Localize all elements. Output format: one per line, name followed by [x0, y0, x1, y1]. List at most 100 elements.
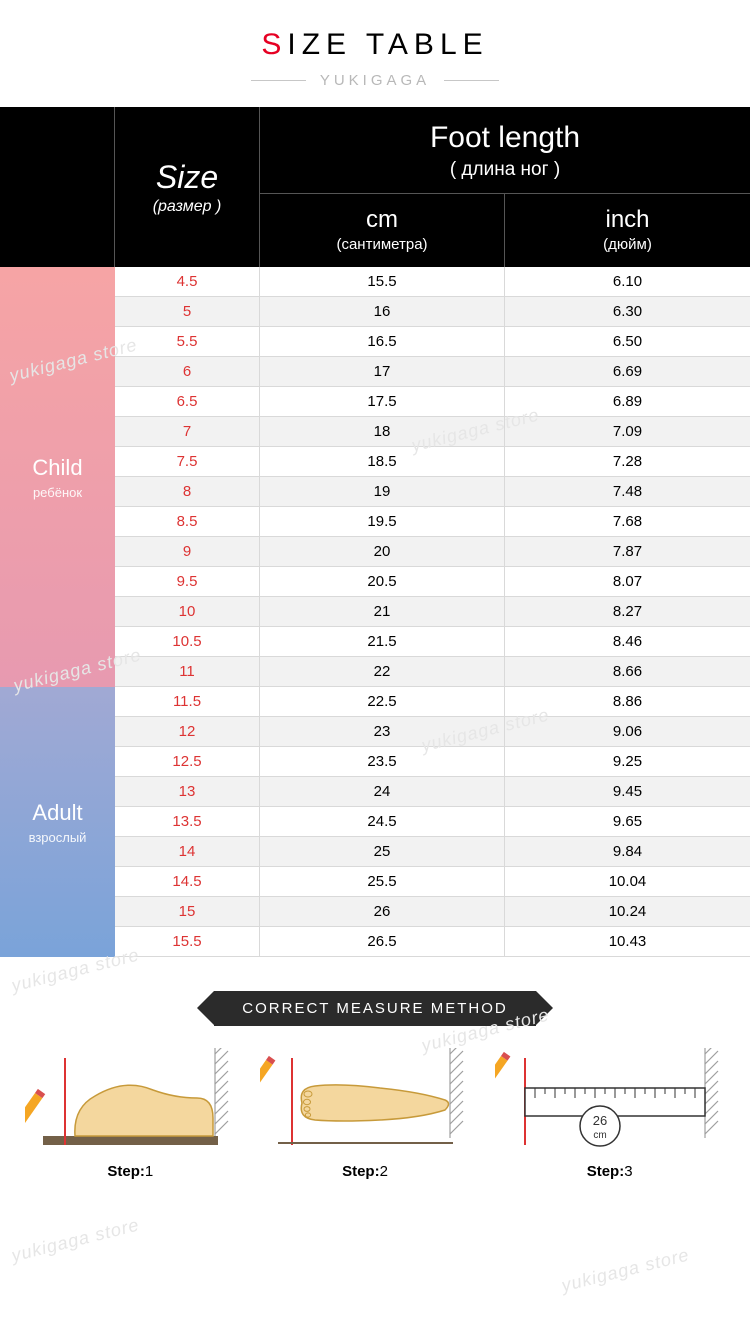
- header-inch: inch (дюйм): [505, 194, 750, 267]
- cell-size: 13.5: [115, 807, 260, 836]
- table-row: 10218.27: [115, 597, 750, 627]
- category-adult-ru: взрослый: [29, 830, 87, 845]
- cell-size: 8.5: [115, 507, 260, 536]
- header-foot-ru: ( длина ног ): [260, 159, 750, 181]
- cell-size: 14.5: [115, 867, 260, 896]
- table-row: 5.516.56.50: [115, 327, 750, 357]
- ruler-value: 26: [592, 1113, 606, 1128]
- table-row: 5166.30: [115, 297, 750, 327]
- cell-size: 4.5: [115, 267, 260, 296]
- category-column: Child ребёнок Adult взрослый: [0, 267, 115, 957]
- cell-inch: 7.48: [505, 477, 750, 506]
- cell-size: 7: [115, 417, 260, 446]
- cell-cm: 24: [260, 777, 505, 806]
- cell-cm: 19.5: [260, 507, 505, 536]
- cell-size: 10: [115, 597, 260, 626]
- cell-inch: 6.69: [505, 357, 750, 386]
- table-rows: 4.515.56.105166.305.516.56.506176.696.51…: [115, 267, 750, 957]
- step-2: Step:2: [260, 1048, 470, 1180]
- category-child: Child ребёнок: [0, 267, 115, 687]
- table-row: 15.526.510.43: [115, 927, 750, 957]
- step2-label: Step:2: [260, 1163, 470, 1180]
- cell-cm: 15.5: [260, 267, 505, 296]
- cell-inch: 10.43: [505, 927, 750, 956]
- table-row: 11228.66: [115, 657, 750, 687]
- table-row: 12239.06: [115, 717, 750, 747]
- step2-diagram: [260, 1048, 470, 1153]
- cell-cm: 17.5: [260, 387, 505, 416]
- watermark: yukigaga store: [9, 1214, 141, 1266]
- table-row: 13249.45: [115, 777, 750, 807]
- header-cm: cm (сантиметра): [260, 194, 505, 267]
- category-child-en: Child: [32, 455, 82, 481]
- cell-size: 13: [115, 777, 260, 806]
- divider: [444, 80, 499, 81]
- cell-size: 12.5: [115, 747, 260, 776]
- cell-cm: 20.5: [260, 567, 505, 596]
- header-cm-ru: (сантиметра): [260, 236, 504, 253]
- table-row: 13.524.59.65: [115, 807, 750, 837]
- cell-size: 5: [115, 297, 260, 326]
- cell-cm: 20: [260, 537, 505, 566]
- table-row: 152610.24: [115, 897, 750, 927]
- cell-inch: 8.46: [505, 627, 750, 656]
- cell-size: 14: [115, 837, 260, 866]
- cell-cm: 16: [260, 297, 505, 326]
- cell-inch: 6.10: [505, 267, 750, 296]
- step1-label: Step:1: [25, 1163, 235, 1180]
- table-row: 14.525.510.04: [115, 867, 750, 897]
- cell-inch: 6.30: [505, 297, 750, 326]
- cell-inch: 9.45: [505, 777, 750, 806]
- cell-cm: 25.5: [260, 867, 505, 896]
- cell-inch: 8.66: [505, 657, 750, 686]
- cell-cm: 23: [260, 717, 505, 746]
- table-row: 6.517.56.89: [115, 387, 750, 417]
- cell-size: 9: [115, 537, 260, 566]
- table-row: 9207.87: [115, 537, 750, 567]
- cell-size: 11: [115, 657, 260, 686]
- table-row: 6176.69: [115, 357, 750, 387]
- cell-cm: 21.5: [260, 627, 505, 656]
- table-row: 4.515.56.10: [115, 267, 750, 297]
- header-foot-en: Foot length: [260, 121, 750, 155]
- category-child-ru: ребёнок: [33, 485, 82, 500]
- header-foot: Foot length ( длина ног ) cm (сантиметра…: [260, 107, 750, 267]
- header: SIZE TABLE YUKIGAGA: [0, 0, 750, 107]
- watermark: yukigaga store: [559, 1244, 691, 1296]
- table-row: 8197.48: [115, 477, 750, 507]
- cell-inch: 8.07: [505, 567, 750, 596]
- header-foot-title: Foot length ( длина ног ): [260, 107, 750, 194]
- header-size: Size (размер ): [115, 107, 260, 267]
- cell-inch: 9.84: [505, 837, 750, 866]
- header-size-en: Size: [156, 159, 218, 196]
- divider: [251, 80, 306, 81]
- cell-size: 6.5: [115, 387, 260, 416]
- cell-inch: 10.24: [505, 897, 750, 926]
- cell-cm: 19: [260, 477, 505, 506]
- measure-ribbon: CORRECT MEASURE METHOD: [214, 991, 535, 1026]
- cell-cm: 26: [260, 897, 505, 926]
- cell-cm: 24.5: [260, 807, 505, 836]
- cell-size: 10.5: [115, 627, 260, 656]
- title-accent: S: [261, 28, 287, 61]
- size-table: Child ребёнок Adult взрослый 4.515.56.10…: [0, 267, 750, 957]
- cell-size: 12: [115, 717, 260, 746]
- cell-inch: 9.25: [505, 747, 750, 776]
- brand-text: YUKIGAGA: [320, 72, 430, 89]
- cell-size: 6: [115, 357, 260, 386]
- table-row: 7187.09: [115, 417, 750, 447]
- header-inch-ru: (дюйм): [505, 236, 750, 253]
- table-row: 10.521.58.46: [115, 627, 750, 657]
- cell-inch: 10.04: [505, 867, 750, 896]
- cell-cm: 21: [260, 597, 505, 626]
- cell-inch: 7.68: [505, 507, 750, 536]
- cell-cm: 25: [260, 837, 505, 866]
- cell-inch: 7.87: [505, 537, 750, 566]
- cell-cm: 23.5: [260, 747, 505, 776]
- table-row: 7.518.57.28: [115, 447, 750, 477]
- cell-cm: 18.5: [260, 447, 505, 476]
- table-header: Size (размер ) Foot length ( длина ног )…: [0, 107, 750, 267]
- step-3: 26 cm Step:3: [495, 1048, 725, 1180]
- cell-inch: 9.65: [505, 807, 750, 836]
- cell-size: 9.5: [115, 567, 260, 596]
